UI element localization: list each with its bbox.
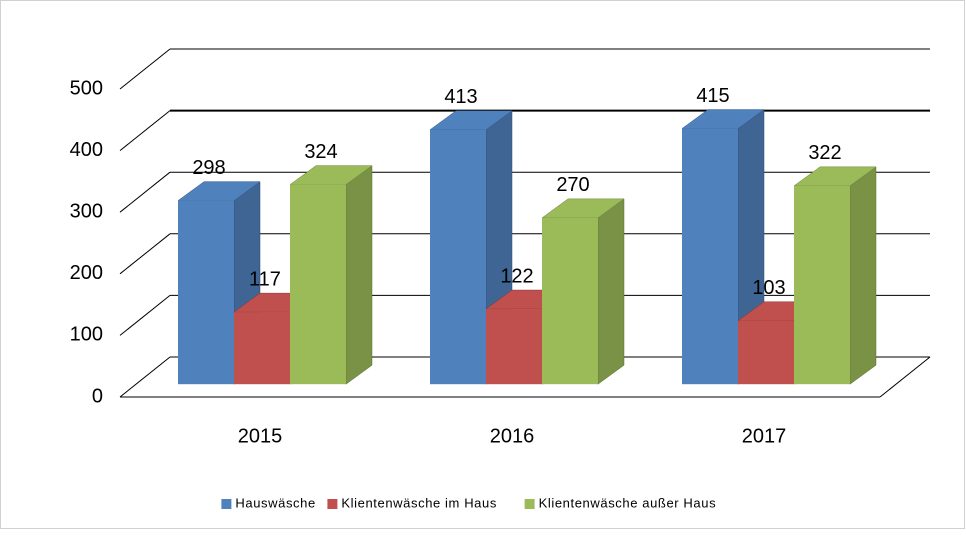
bar <box>794 185 850 385</box>
value-label: 324 <box>304 141 337 163</box>
value-label: 415 <box>696 85 729 107</box>
value-label: 298 <box>192 157 225 179</box>
value-label: 122 <box>500 265 533 287</box>
bar <box>542 217 598 385</box>
y-tick-diagonal <box>119 233 171 275</box>
bar <box>738 320 794 385</box>
legend-label: Klientenwäsche außer Haus <box>539 495 717 510</box>
y-tick-label: 0 <box>92 385 103 407</box>
x-tick-label: 2015 <box>238 425 283 447</box>
legend-swatch <box>524 499 535 509</box>
y-tick-diagonal <box>119 295 171 336</box>
y-tick-label: 100 <box>70 324 103 346</box>
legend-label: Klientenwäsche im Haus <box>341 495 497 510</box>
x-tick-label: 2017 <box>742 425 787 447</box>
y-tick-label: 400 <box>70 139 103 161</box>
value-label: 322 <box>808 142 841 164</box>
y-tick-label: 500 <box>70 77 103 99</box>
value-label: 413 <box>444 86 477 108</box>
y-tick-diagonal <box>119 110 171 151</box>
bar <box>486 309 542 385</box>
floor-right <box>879 356 931 398</box>
bar <box>178 200 234 385</box>
x-tick-label: 2016 <box>490 425 535 447</box>
value-label: 270 <box>556 174 589 196</box>
legend-label: Hauswäsche <box>235 495 315 510</box>
y-tick-diagonal <box>119 356 171 398</box>
bar <box>430 129 486 385</box>
bar <box>682 128 738 385</box>
bar <box>290 184 346 385</box>
y-tick-label: 300 <box>70 200 103 222</box>
bar-side <box>597 198 625 385</box>
legend-swatch <box>221 499 232 509</box>
legend-swatch <box>327 499 338 509</box>
y-tick-diagonal <box>119 48 171 90</box>
bar <box>234 312 290 385</box>
y-tick-diagonal <box>119 171 171 213</box>
bar-side <box>345 165 373 385</box>
value-label: 103 <box>752 277 785 299</box>
bar-side <box>849 166 877 385</box>
value-label: 117 <box>249 268 281 290</box>
y-tick-label: 200 <box>70 262 103 284</box>
